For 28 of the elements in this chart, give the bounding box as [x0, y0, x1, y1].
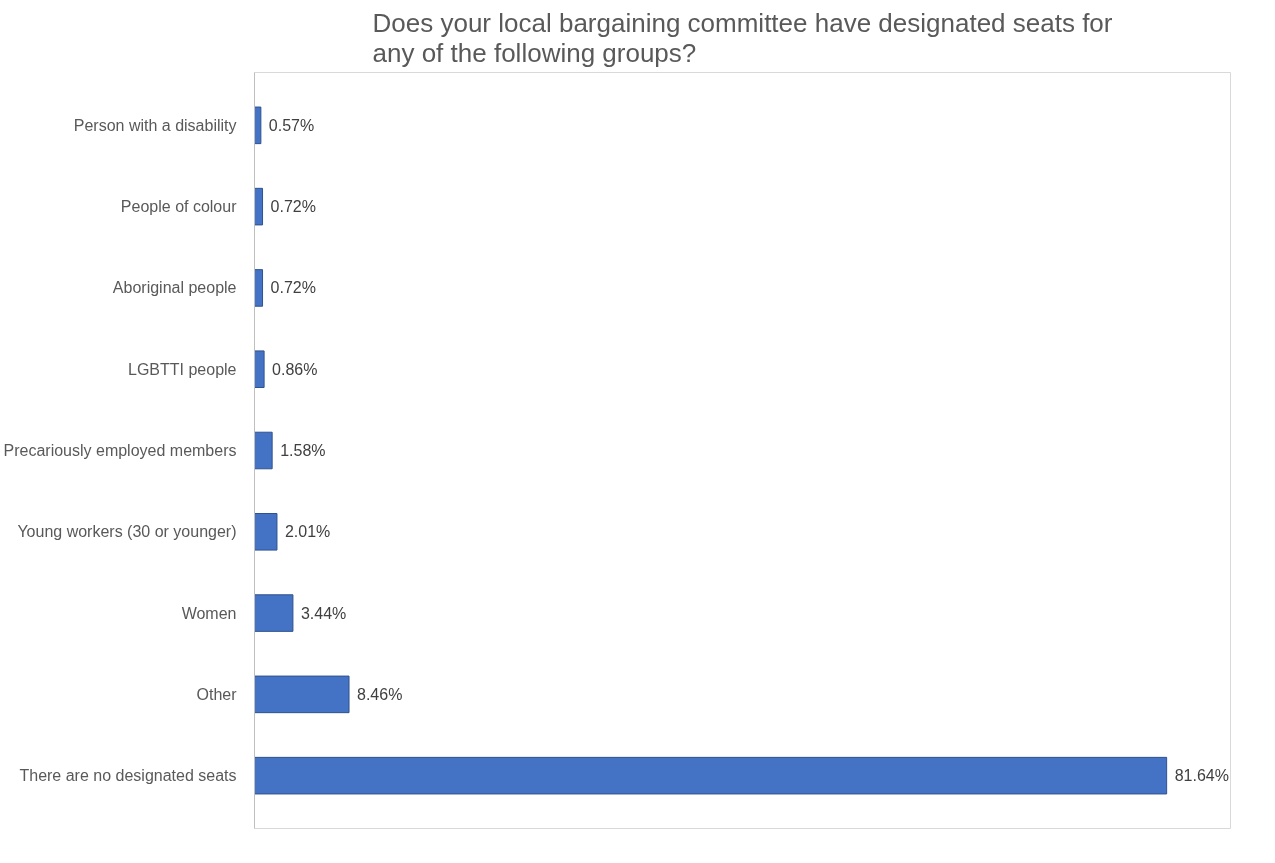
bar	[254, 269, 264, 307]
y-tick-label: Other	[196, 685, 238, 703]
y-tick-label: Precariously employed members	[3, 442, 237, 459]
y-tick-label: Aboriginal people	[112, 279, 237, 297]
bar	[254, 187, 264, 226]
bar	[254, 350, 265, 388]
bar	[254, 513, 278, 551]
y-tick-label: Women	[181, 604, 237, 622]
data-label: 0.72%	[270, 198, 316, 216]
bar	[254, 106, 262, 145]
data-label: 81.64%	[1174, 767, 1229, 785]
bar	[254, 431, 273, 470]
y-tick-label: Person with a disability	[73, 116, 237, 134]
data-label: 0.86%	[272, 360, 318, 378]
bar	[254, 675, 350, 714]
y-tick-label: There are no designated seats	[19, 767, 237, 785]
y-tick-label: Young workers (30 or younger)	[17, 523, 237, 541]
data-label: 0.57%	[268, 116, 315, 134]
data-label: 8.46%	[357, 685, 403, 703]
data-label: 2.01%	[284, 523, 331, 541]
bar	[254, 594, 294, 632]
data-label: 3.44%	[300, 604, 347, 622]
data-label: 1.58%	[280, 442, 326, 459]
y-tick-label: LGBTTI people	[128, 360, 237, 378]
data-label: 0.72%	[270, 279, 316, 297]
y-tick-label: People of colour	[120, 198, 238, 216]
bar	[254, 756, 1168, 795]
chart-title: Does your local bargaining committee have designated seats for any of the following groups?	[372, 7, 1113, 68]
